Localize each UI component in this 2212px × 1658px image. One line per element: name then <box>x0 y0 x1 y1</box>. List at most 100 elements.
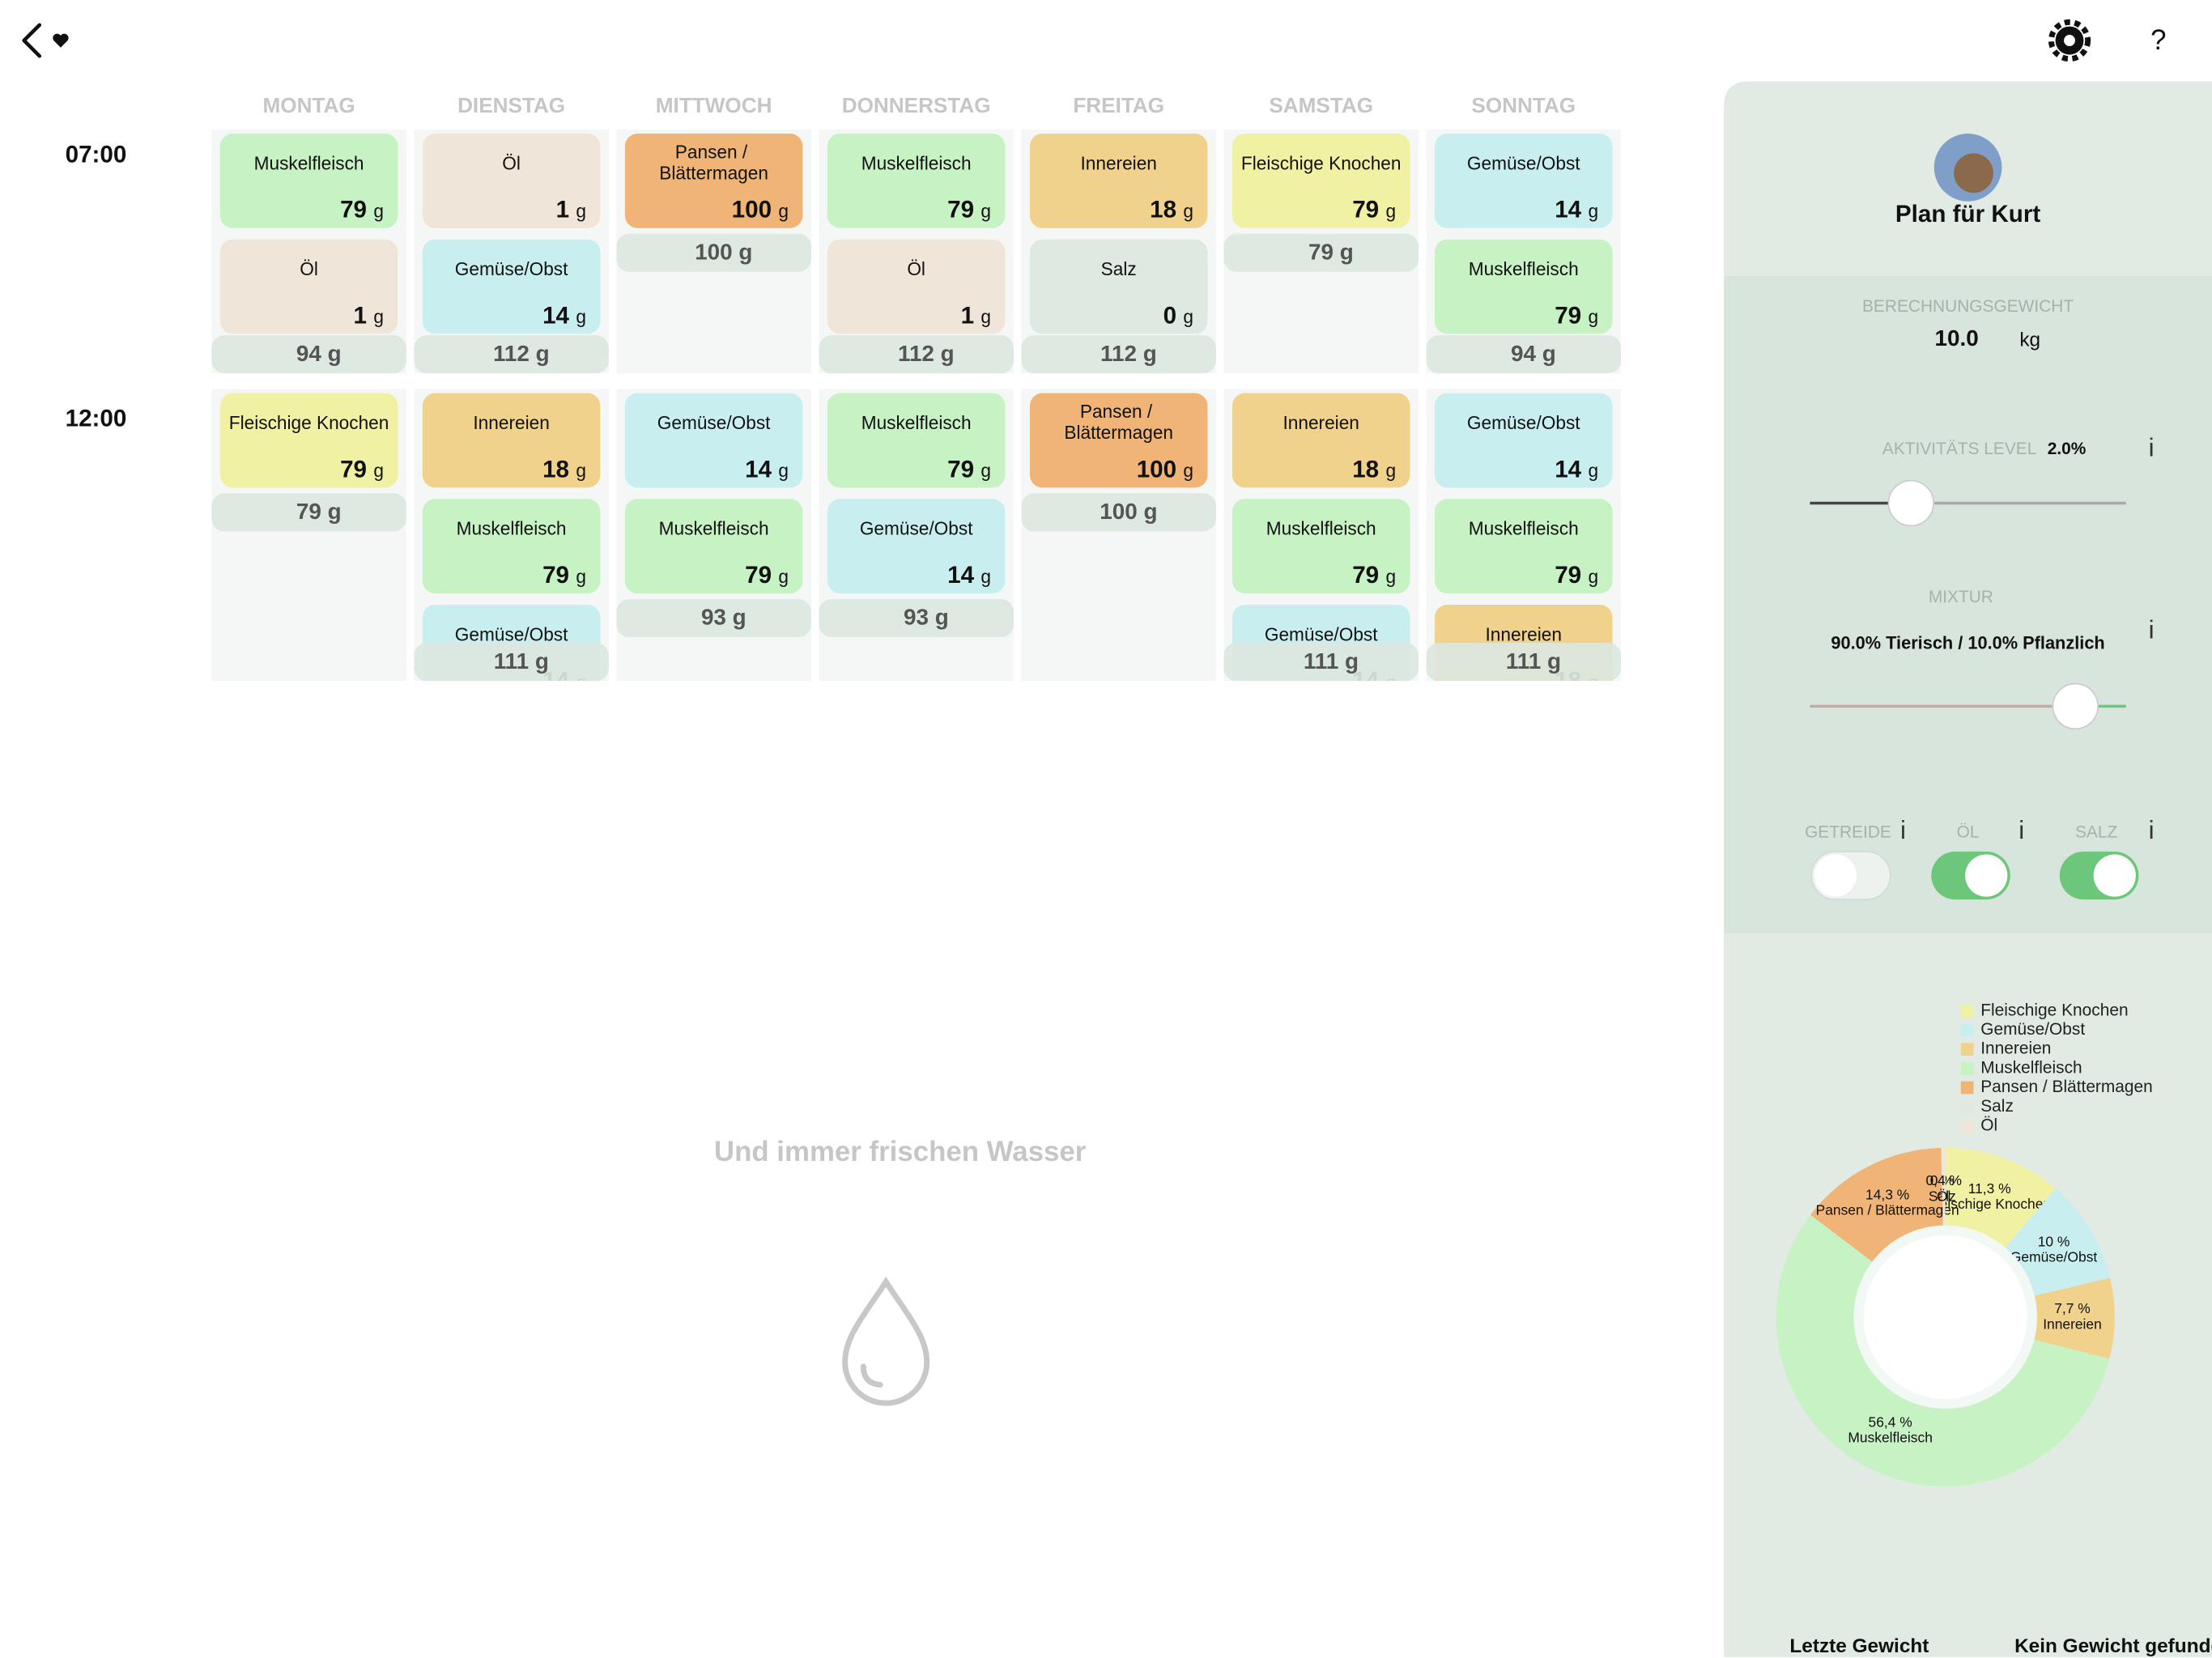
food-name: Öl <box>907 258 925 279</box>
meal-card[interactable]: Muskelfleisch 79 g <box>1434 499 1613 594</box>
help-button[interactable]: ? <box>2150 24 2166 56</box>
food-unit: g <box>373 460 384 481</box>
meal-card[interactable]: Fleischige Knochen 79 g <box>219 393 398 488</box>
meal-card[interactable]: Gemüse/Obst 14 g <box>1434 134 1613 228</box>
card-bg <box>1434 393 1613 488</box>
legend-label: Muskelfleisch <box>1980 1058 2082 1077</box>
toggle-label: SALZ <box>2075 823 2117 842</box>
slider-knob[interactable] <box>2052 682 2099 730</box>
food-unit: g <box>1588 201 1598 222</box>
food-unit: g <box>981 306 991 327</box>
food-amount: 1 <box>556 197 569 223</box>
total-label: 100 g <box>695 239 752 264</box>
food-name: Muskelfleisch <box>254 152 364 173</box>
back-button[interactable] <box>22 23 42 58</box>
plan-title: Plan für Kurt <box>1895 201 2040 227</box>
meal-card[interactable]: Muskelfleisch 79 g <box>827 393 1006 488</box>
food-amount: 79 <box>340 197 367 223</box>
food-unit: g <box>576 306 586 327</box>
meal-card[interactable]: Pansen / Blättermagen 100 g <box>1029 393 1208 488</box>
toggle[interactable] <box>1810 851 1891 900</box>
card-bg <box>422 393 601 488</box>
food-name: Muskelfleisch <box>1469 518 1579 539</box>
legend-swatch <box>1960 1004 1974 1018</box>
mix-label: MIXTUR <box>1929 588 1993 606</box>
food-amount: 79 <box>1555 302 1581 329</box>
food-amount: 79 <box>542 562 569 589</box>
total-label: 100 g <box>1100 499 1157 524</box>
info-button: i <box>1900 816 1906 844</box>
meal-card[interactable]: Muskelfleisch 79 g <box>1434 239 1613 334</box>
toggle-knob <box>1814 854 1857 897</box>
slider-knob[interactable] <box>1887 479 1935 527</box>
food-unit: g <box>1183 460 1193 481</box>
meal-card[interactable]: Gemüse/Obst 14 g <box>827 499 1006 594</box>
meal-card[interactable]: Muskelfleisch 79 g <box>1231 499 1410 594</box>
meal-card[interactable]: Innereien 18 g <box>1029 134 1208 228</box>
food-name: Gemüse/Obst <box>455 623 568 644</box>
food-amount: 18 <box>1352 456 1379 483</box>
food-amount: 79 <box>1555 562 1581 589</box>
food-unit: g <box>981 460 991 481</box>
food-unit: g <box>778 566 789 587</box>
food-amount: 14 <box>745 456 772 483</box>
food-unit: g <box>576 460 586 481</box>
food-amount: 14 <box>1555 197 1581 223</box>
slice-name-label: Salz <box>1929 1188 1956 1204</box>
food-name: Innereien <box>1080 152 1156 173</box>
food-unit: g <box>1385 460 1396 481</box>
legend-swatch <box>1960 1120 1974 1133</box>
legend-swatch <box>1960 1043 1974 1056</box>
meal-card[interactable]: Gemüse/Obst 14 g <box>422 239 601 334</box>
meal-card[interactable]: Muskelfleisch 79 g <box>422 499 601 594</box>
meal-card[interactable]: Muskelfleisch 79 g <box>827 134 1006 228</box>
food-name: Muskelfleisch <box>1469 258 1579 279</box>
total-label: 111 g <box>1506 648 1561 674</box>
gear-teeth <box>2048 19 2091 62</box>
activity-value: 2.0% <box>2048 440 2087 458</box>
food-amount: 18 <box>542 456 569 483</box>
toggle[interactable] <box>2059 851 2139 900</box>
toggle[interactable] <box>1931 851 2010 900</box>
slice-name-label: Öl <box>1937 1188 1950 1204</box>
food-unit: g <box>576 201 586 222</box>
card-bg <box>624 134 803 228</box>
meal-card[interactable]: Pansen / Blättermagen 100 g <box>624 134 803 228</box>
meal-card[interactable]: Öl 1 g <box>219 239 398 334</box>
meal-card[interactable]: Muskelfleisch 79 g <box>219 134 398 228</box>
meal-card[interactable]: Öl 1 g <box>422 134 601 228</box>
settings-button[interactable] <box>2048 19 2091 62</box>
activity-label: AKTIVITÄTS LEVEL <box>1882 440 2036 458</box>
water-text: Und immer frischen Wasser <box>714 1136 1087 1167</box>
food-name: Gemüse/Obst <box>1265 623 1378 644</box>
meal-card[interactable]: Öl 1 g <box>827 239 1006 334</box>
food-name: Muskelfleisch <box>861 412 972 433</box>
food-unit: g <box>576 566 586 587</box>
total-pill <box>1021 335 1216 374</box>
total-pill <box>1021 493 1216 532</box>
total-pill <box>819 335 1014 374</box>
heart-icon <box>53 33 69 48</box>
food-amount: 18 <box>1150 197 1176 223</box>
legend-label: Fleischige Knochen <box>1980 1001 2128 1019</box>
meal-card[interactable]: Muskelfleisch 79 g <box>624 499 803 594</box>
food-name: Gemüse/Obst <box>860 518 973 539</box>
slice-value-label: 14,3 % <box>1865 1186 1909 1202</box>
meal-card[interactable]: Innereien 18 g <box>1231 393 1410 488</box>
card-bg <box>1029 239 1208 334</box>
food-amount: 14 <box>947 562 974 589</box>
total-pill <box>414 643 609 682</box>
meal-card[interactable]: Gemüse/Obst 14 g <box>624 393 803 488</box>
total-label: 93 g <box>701 605 747 630</box>
meal-card[interactable]: Fleischige Knochen 79 g <box>1231 134 1410 228</box>
day-header: SAMSTAG <box>1269 93 1373 117</box>
legend-swatch <box>1960 1023 1974 1037</box>
meal-card[interactable]: Salz 0 g <box>1029 239 1208 334</box>
meal-card[interactable]: Gemüse/Obst 14 g <box>1434 393 1613 488</box>
food-unit: g <box>778 201 789 222</box>
meal-card[interactable]: Innereien 18 g <box>422 393 601 488</box>
food-amount: 79 <box>745 562 772 589</box>
